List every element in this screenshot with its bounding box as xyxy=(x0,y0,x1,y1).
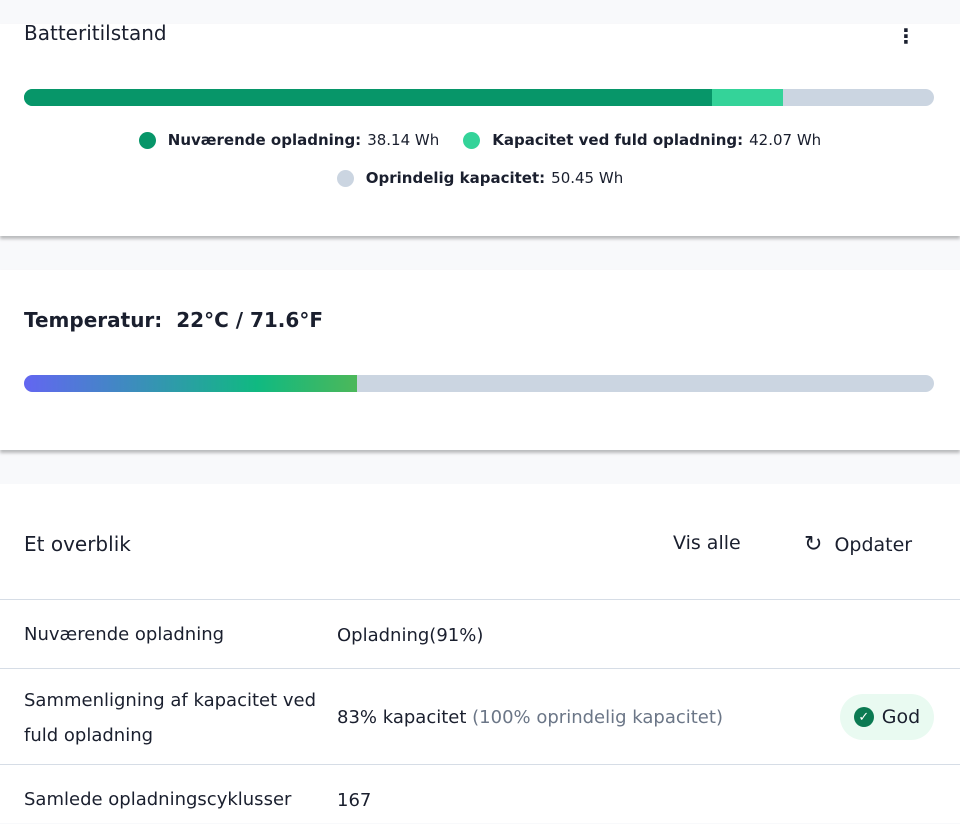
check-circle-icon: ✓ xyxy=(853,707,874,727)
table-row: Nuværende opladning Opladning(91%) xyxy=(0,599,960,668)
legend-dot xyxy=(463,131,481,149)
temperature-card: Temperatur: 22°C / 71.6°F xyxy=(0,270,960,450)
legend-original: Oprindelig kapacitet: 50.45 Wh xyxy=(336,169,623,187)
battery-title: Batteritilstand xyxy=(24,21,167,45)
current-charge-segment xyxy=(24,89,712,106)
temperature-bar xyxy=(24,375,934,392)
table-row: Sammenligning af kapacitet ved fuld opla… xyxy=(0,668,960,764)
battery-bar xyxy=(24,89,934,106)
legend-current: Nuværende opladning: 38.14 Wh xyxy=(138,131,439,149)
battery-health-card: Batteritilstand ⋮ Nuværende opladning: 38… xyxy=(0,21,960,236)
status-badge: ✓ God xyxy=(840,694,934,740)
temperature-fill xyxy=(24,375,358,392)
table-row: Samlede opladningscyklusser 167 xyxy=(0,764,960,824)
legend-dot xyxy=(336,169,354,187)
view-all-button[interactable]: Vis alle xyxy=(673,532,741,554)
legend-full: Kapacitet ved fuld opladning: 42.07 Wh xyxy=(463,131,821,149)
more-vertical-icon[interactable]: ⋮ xyxy=(896,24,916,48)
legend-dot xyxy=(138,131,156,149)
overview-title: Et overblik xyxy=(24,532,131,556)
temperature-heading: Temperatur: 22°C / 71.6°F xyxy=(24,308,323,332)
refresh-button[interactable]: ↻ Opdater xyxy=(804,532,913,557)
refresh-icon: ↻ xyxy=(804,532,823,557)
overview-card: Et overblik Vis alle ↻ Opdater Nuværende … xyxy=(0,484,960,823)
